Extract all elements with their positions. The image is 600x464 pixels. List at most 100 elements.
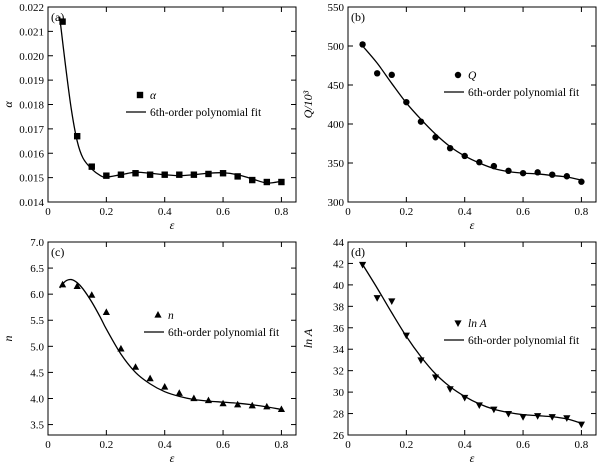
y-tick-label: 500 <box>328 41 345 53</box>
fit-curve <box>362 45 582 181</box>
legend-marker <box>154 311 162 318</box>
data-point <box>490 162 498 170</box>
legend-marker <box>136 91 144 99</box>
legend-marker <box>454 320 462 327</box>
data-point <box>204 396 213 404</box>
y-tick-label: 0.014 <box>19 197 44 209</box>
data-point <box>563 173 571 180</box>
data-point <box>219 399 227 407</box>
data-point <box>277 405 286 413</box>
data-point <box>58 280 67 288</box>
y-tick-label: 0.019 <box>19 75 44 87</box>
data-point <box>249 176 256 184</box>
y-tick-label: 32 <box>333 366 344 378</box>
x-tick-label: 0.2 <box>399 439 413 451</box>
y-tick-label: 0.022 <box>19 2 44 14</box>
y-tick-label: 40 <box>333 280 345 292</box>
x-tick-label: 0.4 <box>458 439 472 451</box>
data-point <box>359 41 366 48</box>
legend-fit-label: 6th-order polynomial fit <box>468 87 580 99</box>
data-point <box>577 421 586 429</box>
data-point <box>190 394 198 402</box>
y-tick-label: 3.5 <box>30 420 44 432</box>
data-point <box>117 171 125 178</box>
x-axis-label: ε <box>470 218 475 232</box>
x-tick-label: 0 <box>45 206 51 218</box>
y-tick-label: 38 <box>333 301 345 313</box>
x-tick-label: 0.4 <box>458 206 472 218</box>
data-point <box>505 167 512 174</box>
x-axis-label: ε <box>170 218 175 232</box>
plot-frame <box>347 241 597 436</box>
panel-label: (c) <box>51 245 64 259</box>
y-tick-label: 5.0 <box>30 341 44 353</box>
data-point <box>146 374 154 382</box>
plot-frame <box>47 6 297 203</box>
legend-fit-label: 6th-order polynomial fit <box>168 327 280 339</box>
legend-marker-label: α <box>150 90 157 102</box>
y-axis-label: α <box>1 101 15 108</box>
data-point <box>161 383 169 390</box>
x-tick-label: 0.2 <box>99 206 113 218</box>
data-point <box>146 171 154 178</box>
legend: ln A 6th-order polynomial fit <box>444 318 580 347</box>
x-tick-label: 0 <box>345 206 351 218</box>
y-tick-label: 0.018 <box>19 100 44 112</box>
legend: α 6th-order polynomial fit <box>126 90 262 119</box>
data-point <box>417 357 425 364</box>
plot-frame <box>47 241 297 436</box>
legend-fit-label: 6th-order polynomial fit <box>468 335 580 347</box>
panel-a: 0 0.2 0.4 0.6 0.8 0.014 0.015 0.016 0.017 0.018 0.… <box>1 2 297 232</box>
y-tick-label: 450 <box>328 80 345 92</box>
x-axis-label: ε <box>470 451 475 464</box>
x-tick-label: 0 <box>345 439 351 451</box>
y-tick-label: 4.5 <box>30 367 44 379</box>
panel-d: 0 0.2 0.4 0.6 0.8 26 28 30 32 34 36 38 40 42 44 ε ln A (d… <box>301 237 597 464</box>
data-point <box>476 159 483 166</box>
data-point <box>461 152 468 160</box>
fit-curve <box>59 16 282 184</box>
y-tick-label: 5.5 <box>30 315 44 327</box>
y-tick-label: 44 <box>333 237 345 249</box>
data-point <box>519 169 527 177</box>
x-tick-label: 0.6 <box>216 439 230 451</box>
data-point <box>161 171 168 178</box>
y-tick-label: 30 <box>333 387 345 399</box>
data-point <box>403 98 410 106</box>
x-tick-label: 0.8 <box>275 206 289 218</box>
fit-curve <box>362 264 582 424</box>
data-point <box>549 171 556 178</box>
y-tick-label: 0.017 <box>19 124 44 136</box>
data-point <box>102 308 110 316</box>
data-point <box>548 414 556 421</box>
legend-marker-label: Q <box>468 70 477 82</box>
data-point <box>88 291 96 298</box>
y-tick-label: 7.0 <box>30 237 44 249</box>
x-tick-label: 0.4 <box>158 439 172 451</box>
data-point <box>417 118 425 125</box>
x-axis-label: ε <box>170 451 175 464</box>
x-tick-label: 0.6 <box>516 439 530 451</box>
data-point <box>461 394 469 402</box>
legend-marker-label: n <box>168 310 174 322</box>
data-point <box>519 414 527 421</box>
y-tick-label: 34 <box>333 344 345 356</box>
data-point <box>432 134 439 141</box>
data-point <box>234 173 241 180</box>
data-point <box>205 170 212 178</box>
data-point <box>534 413 542 420</box>
data-point <box>263 402 271 410</box>
plot-frame <box>347 6 597 203</box>
panel-b: 0 0.2 0.4 0.6 0.8 300 350 400 450 500 550 ε Q/10³ (b)… <box>301 2 597 232</box>
data-point <box>446 386 454 393</box>
data-point <box>563 415 571 422</box>
data-point <box>388 71 395 79</box>
data-point <box>358 261 367 269</box>
data-point <box>373 70 381 77</box>
data-point <box>578 178 585 185</box>
data-point <box>219 170 227 177</box>
data-point <box>402 332 410 340</box>
x-tick-label: 0.2 <box>399 206 413 218</box>
data-point <box>73 282 81 289</box>
